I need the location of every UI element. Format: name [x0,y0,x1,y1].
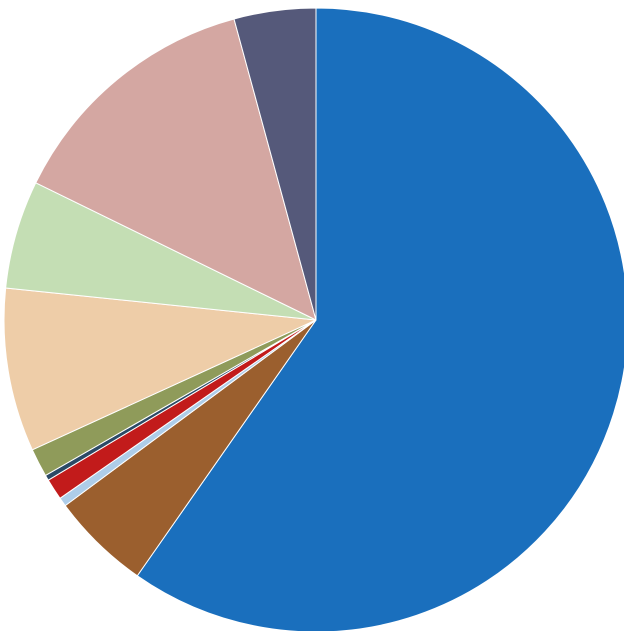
pie-slice-9 [35,18,317,321]
pie-slices [3,7,624,631]
pie-slice-10 [233,7,317,321]
pie-slice-1 [136,7,624,631]
pie-slice-7 [3,287,317,451]
